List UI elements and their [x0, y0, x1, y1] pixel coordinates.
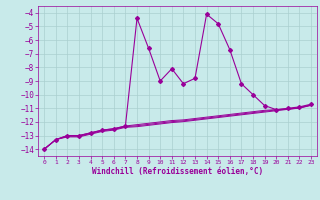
X-axis label: Windchill (Refroidissement éolien,°C): Windchill (Refroidissement éolien,°C): [92, 167, 263, 176]
